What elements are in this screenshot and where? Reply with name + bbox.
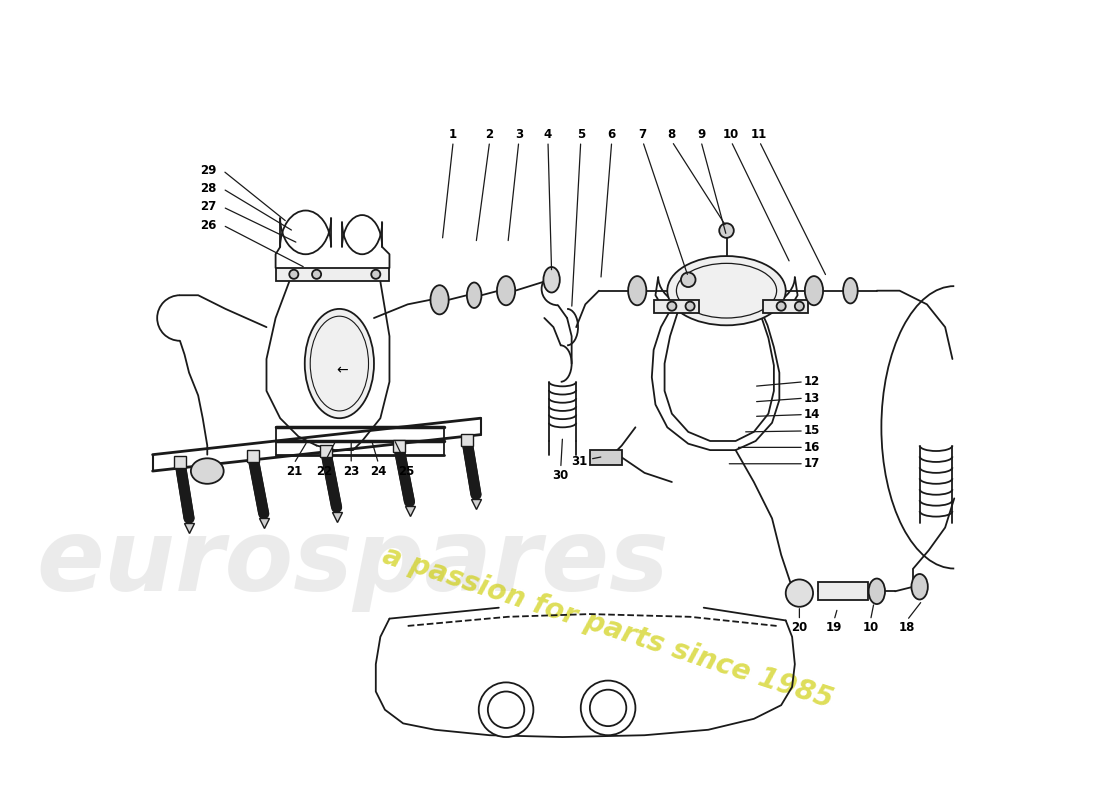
Ellipse shape xyxy=(912,574,927,599)
Circle shape xyxy=(785,579,813,606)
Text: 6: 6 xyxy=(607,127,616,141)
Text: 10: 10 xyxy=(862,622,879,634)
Text: 21: 21 xyxy=(286,465,301,478)
Circle shape xyxy=(478,682,534,737)
Text: 29: 29 xyxy=(200,164,217,177)
Text: 30: 30 xyxy=(552,469,569,482)
Bar xyxy=(590,450,621,465)
Text: 15: 15 xyxy=(804,425,821,438)
Ellipse shape xyxy=(497,276,515,306)
Text: 26: 26 xyxy=(200,218,217,231)
Ellipse shape xyxy=(543,267,560,293)
Ellipse shape xyxy=(191,458,223,484)
Text: 24: 24 xyxy=(371,465,387,478)
Text: 22: 22 xyxy=(316,465,332,478)
Text: 17: 17 xyxy=(804,458,821,470)
Text: 14: 14 xyxy=(804,408,821,421)
Text: 9: 9 xyxy=(697,127,705,141)
Text: 11: 11 xyxy=(751,127,768,141)
Text: 2: 2 xyxy=(485,127,494,141)
Ellipse shape xyxy=(681,273,695,287)
Circle shape xyxy=(668,302,676,310)
Text: eurospares: eurospares xyxy=(36,515,669,613)
Bar xyxy=(653,300,700,313)
Text: 8: 8 xyxy=(668,127,676,141)
Bar xyxy=(817,582,868,601)
Circle shape xyxy=(777,302,785,310)
Circle shape xyxy=(795,302,804,310)
Ellipse shape xyxy=(430,286,449,314)
Text: 20: 20 xyxy=(791,622,807,634)
Text: 18: 18 xyxy=(899,622,915,634)
Text: ←: ← xyxy=(337,364,348,378)
Bar xyxy=(763,300,808,313)
Text: 4: 4 xyxy=(543,127,552,141)
Text: a passion for parts since 1985: a passion for parts since 1985 xyxy=(379,542,837,714)
Text: 7: 7 xyxy=(639,127,647,141)
Circle shape xyxy=(289,270,298,279)
Text: 28: 28 xyxy=(200,182,217,195)
Ellipse shape xyxy=(305,309,374,418)
Ellipse shape xyxy=(805,276,823,306)
Ellipse shape xyxy=(843,278,858,303)
Text: 12: 12 xyxy=(804,375,821,388)
Circle shape xyxy=(581,681,636,735)
Bar xyxy=(276,268,389,281)
Text: 5: 5 xyxy=(576,127,585,141)
Ellipse shape xyxy=(668,256,785,326)
Text: 10: 10 xyxy=(723,127,739,141)
Text: 16: 16 xyxy=(804,441,821,454)
Ellipse shape xyxy=(466,282,482,308)
Text: 1: 1 xyxy=(449,127,458,141)
Ellipse shape xyxy=(628,276,647,306)
Text: 3: 3 xyxy=(515,127,522,141)
Text: 19: 19 xyxy=(826,622,843,634)
Circle shape xyxy=(312,270,321,279)
Text: 27: 27 xyxy=(200,200,217,214)
Ellipse shape xyxy=(719,223,734,238)
Text: 31: 31 xyxy=(571,455,587,469)
Circle shape xyxy=(371,270,381,279)
Ellipse shape xyxy=(869,578,886,604)
Circle shape xyxy=(685,302,694,310)
Text: 25: 25 xyxy=(398,465,414,478)
Text: 23: 23 xyxy=(343,465,360,478)
Text: 13: 13 xyxy=(804,392,821,405)
